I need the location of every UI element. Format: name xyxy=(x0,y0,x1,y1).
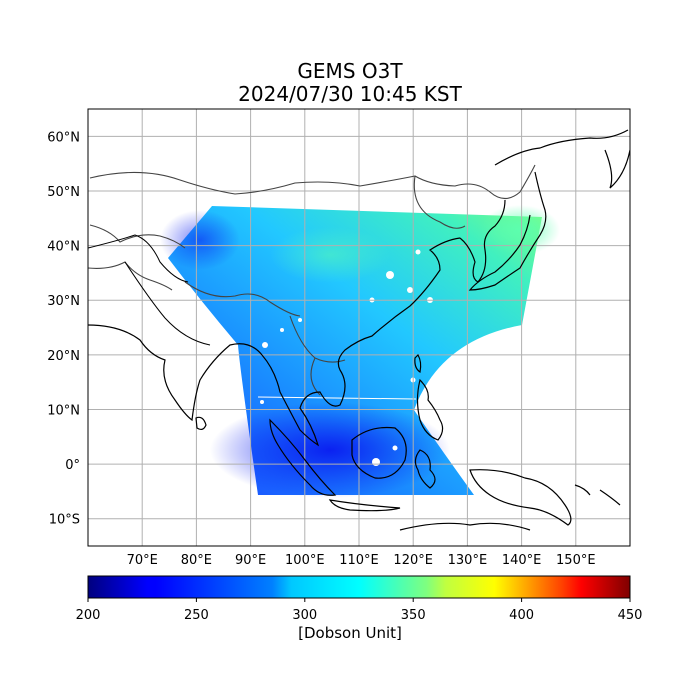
coast-taiwan xyxy=(414,354,422,373)
colorbar-axis: 200 250 300 350 400 450 xyxy=(76,598,643,623)
border-himalaya xyxy=(88,234,211,346)
coast-india xyxy=(88,324,263,422)
latitude-axis: 60°N 50°N 40°N 30°N 20°N 10°N 0° 10°S xyxy=(47,130,80,527)
low-ozone-area xyxy=(210,402,450,498)
low-ozone-area-north xyxy=(160,210,240,270)
map-title: GEMS O3T xyxy=(297,59,403,83)
lon-tick-label: 140°E xyxy=(502,553,542,568)
colorbar-label: [Dobson Unit] xyxy=(298,624,402,642)
lat-tick-label: 50°N xyxy=(47,185,80,200)
high-ozone-area xyxy=(480,205,560,255)
coast-japan xyxy=(468,171,547,291)
coast-indochina xyxy=(261,237,461,447)
longitude-axis: 70°E 80°E 90°E 100°E 110°E 120°E 130°E 140°E 150… xyxy=(127,553,596,568)
coast-islands-east xyxy=(574,484,591,496)
map-subtitle-datetime: 2024/07/30 10:45 KST xyxy=(238,82,462,106)
lat-tick-label: 10°S xyxy=(49,513,80,528)
colorbar xyxy=(87,575,631,599)
coast-sri-lanka xyxy=(195,416,207,431)
lon-tick-label: 90°E xyxy=(235,553,266,568)
coast-solomons xyxy=(599,489,621,506)
swath-scan-edge xyxy=(257,396,417,400)
lon-tick-label: 120°E xyxy=(393,553,433,568)
colorbar-tick-label: 350 xyxy=(401,608,426,623)
lat-tick-label: 40°N xyxy=(47,240,80,255)
map-frame xyxy=(87,108,631,547)
lat-tick-label: 60°N xyxy=(47,130,80,145)
lon-tick-label: 150°E xyxy=(556,553,596,568)
coast-sulawesi xyxy=(414,449,436,489)
coast-new-guinea xyxy=(469,469,572,526)
lat-tick-label: 10°N xyxy=(47,403,80,418)
coast-kamchatka xyxy=(604,149,630,189)
coast-sumatra xyxy=(269,418,337,496)
coast-java xyxy=(328,499,401,512)
lon-tick-label: 100°E xyxy=(285,553,325,568)
coast-australia-north xyxy=(399,522,531,531)
lon-tick-label: 130°E xyxy=(448,553,488,568)
lat-tick-label: 0° xyxy=(65,458,80,473)
coast-korea xyxy=(459,199,506,283)
colorbar-tick-label: 300 xyxy=(292,608,317,623)
lon-tick-label: 80°E xyxy=(181,553,212,568)
coast-borneo xyxy=(351,426,407,479)
colorbar-tick-label: 400 xyxy=(509,608,534,623)
colorbar-tick-label: 250 xyxy=(184,608,209,623)
coast-philippines xyxy=(416,378,444,441)
map-gridlines xyxy=(88,109,630,546)
colorbar-tick-label: 200 xyxy=(76,608,101,623)
lat-tick-label: 20°N xyxy=(47,349,80,364)
high-ozone-area-west xyxy=(270,227,390,283)
coast-russia-pacific xyxy=(494,129,629,166)
lon-tick-label: 70°E xyxy=(127,553,158,568)
lon-tick-label: 110°E xyxy=(339,553,379,568)
colorbar-tick-label: 450 xyxy=(618,608,643,623)
coastlines xyxy=(88,129,630,531)
country-borders xyxy=(88,164,536,396)
lat-tick-label: 30°N xyxy=(47,294,80,309)
